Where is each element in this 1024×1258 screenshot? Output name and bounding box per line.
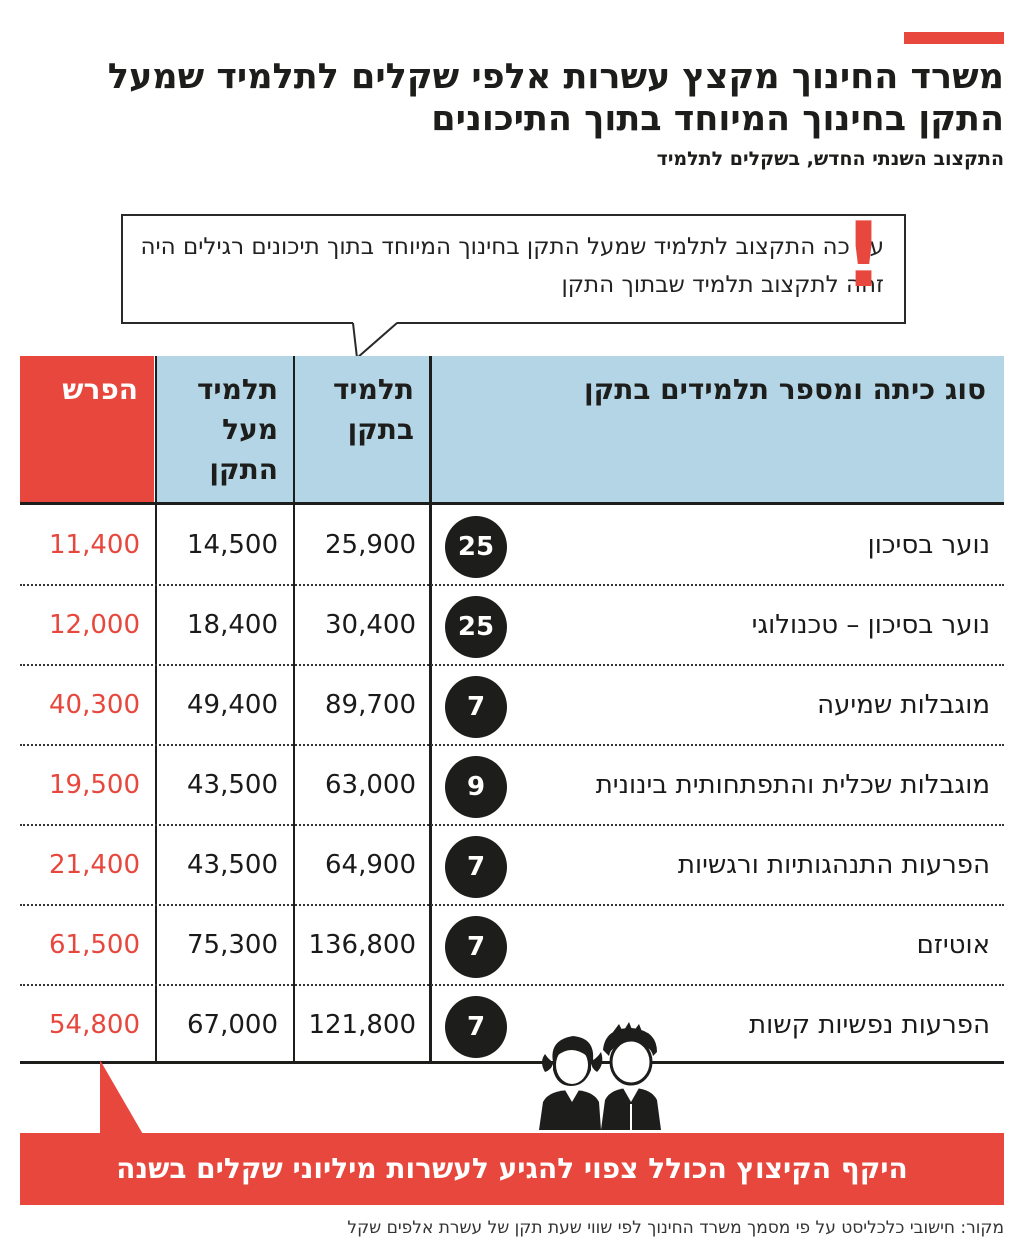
difference-value: 11,400 [49, 530, 140, 560]
table-row: נוער בסיכון 25 25,900 14,500 11,400 [20, 504, 1004, 586]
column-header-category-label: סוג כיתה ומספר תלמידים בתקן [584, 373, 986, 406]
summary-banner: היקף הקיצוץ הכולל צפוי להגיע לעשרות מילי… [20, 1133, 1004, 1205]
category-cell: נוער בסיכון [867, 530, 990, 560]
banner-pointer [100, 1060, 144, 1136]
above-standard-value: 14,500 [187, 530, 278, 560]
table-row: נוער בסיכון – טכנולוגי 25 30,400 18,400 12,0… [20, 584, 1004, 666]
class-size-badge: 25 [445, 596, 507, 658]
above-standard-value: 43,500 [187, 770, 278, 800]
in-standard-value: 136,800 [308, 930, 416, 960]
difference-value: 54,800 [49, 1010, 140, 1040]
in-standard-value: 25,900 [325, 530, 416, 560]
difference-value: 61,500 [49, 930, 140, 960]
class-size-badge: 7 [445, 676, 507, 738]
column-divider [293, 356, 295, 1062]
class-size-badge: 9 [445, 756, 507, 818]
in-standard-value: 121,800 [308, 1010, 416, 1040]
page-title: משרד החינוך מקצץ עשרות אלפי שקלים לתלמיד… [107, 57, 1004, 139]
category-cell: אוטיזם [916, 930, 990, 960]
class-size-badge: 7 [445, 836, 507, 898]
in-standard-value: 64,900 [325, 850, 416, 880]
page-subtitle: התקצוב השנתי החדש, בשקלים לתלמיד [656, 148, 1004, 170]
difference-value: 12,000 [49, 610, 140, 640]
above-standard-value: 49,400 [187, 690, 278, 720]
above-standard-value: 67,000 [187, 1010, 278, 1040]
column-divider [155, 356, 157, 1062]
in-standard-value: 89,700 [325, 690, 416, 720]
header-divider [429, 356, 432, 502]
above-standard-value: 18,400 [187, 610, 278, 640]
category-cell: מוגבלות שמיעה [817, 690, 990, 720]
category-cell: מוגבלות שכלית והתפתחותית בינונית [595, 770, 990, 800]
callout-box: עד כה התקצוב לתלמיד שמעל התקן בחינוך המי… [121, 214, 906, 324]
budget-table: סוג כיתה ומספר תלמידים בתקן תלמיד בתקן ת… [20, 356, 1004, 1064]
table-row: מוגבלות שכלית והתפתחותית בינונית 9 63,000 4… [20, 744, 1004, 826]
category-cell: הפרעות נפשיות קשות [749, 1010, 990, 1040]
difference-value: 19,500 [49, 770, 140, 800]
column-header-category: סוג כיתה ומספר תלמידים בתקן [430, 356, 1004, 502]
students-icon [539, 1022, 661, 1130]
source-note: מקור: חישובי כלכליסט על פי מסמך משרד החי… [347, 1218, 1004, 1238]
difference-value: 21,400 [49, 850, 140, 880]
summary-banner-text: היקף הקיצוץ הכולל צפוי להגיע לעשרות מילי… [116, 1152, 908, 1185]
in-standard-value: 30,400 [325, 610, 416, 640]
callout-text: עד כה התקצוב לתלמיד שמעל התקן בחינוך המי… [140, 234, 884, 298]
class-size-badge: 7 [445, 916, 507, 978]
table-row: אוטיזם 7 136,800 75,300 61,500 [20, 904, 1004, 986]
class-size-badge: 7 [445, 996, 507, 1058]
table-row: מוגבלות שמיעה 7 89,700 49,400 40,300 [20, 664, 1004, 746]
column-header-in-standard-label: תלמיד בתקן [332, 373, 414, 446]
header-rule [20, 502, 1004, 505]
exclamation-icon: ! [842, 203, 884, 308]
table-row: הפרעות התנהגותיות ורגשיות 7 64,900 43,500 21… [20, 824, 1004, 906]
column-header-in-standard: תלמיד בתקן [294, 356, 430, 502]
difference-value: 40,300 [49, 690, 140, 720]
category-cell: נוער בסיכון – טכנולוגי [751, 610, 990, 640]
column-header-difference-label: הפרש [62, 373, 138, 406]
column-divider [429, 502, 432, 1062]
table-bottom-rule [20, 1061, 1004, 1064]
callout-tail [352, 322, 398, 360]
above-standard-value: 75,300 [187, 930, 278, 960]
column-header-above-standard-label: תלמיד מעל התקן [196, 373, 278, 486]
column-header-difference: הפרש [20, 356, 154, 502]
category-cell: הפרעות התנהגותיות ורגשיות [677, 850, 990, 880]
in-standard-value: 63,000 [325, 770, 416, 800]
column-header-above-standard: תלמיד מעל התקן [156, 356, 294, 502]
table-row: הפרעות נפשיות קשות 7 121,800 67,000 54,800 [20, 984, 1004, 1064]
class-size-badge: 25 [445, 516, 507, 578]
accent-bar [904, 32, 1004, 44]
above-standard-value: 43,500 [187, 850, 278, 880]
